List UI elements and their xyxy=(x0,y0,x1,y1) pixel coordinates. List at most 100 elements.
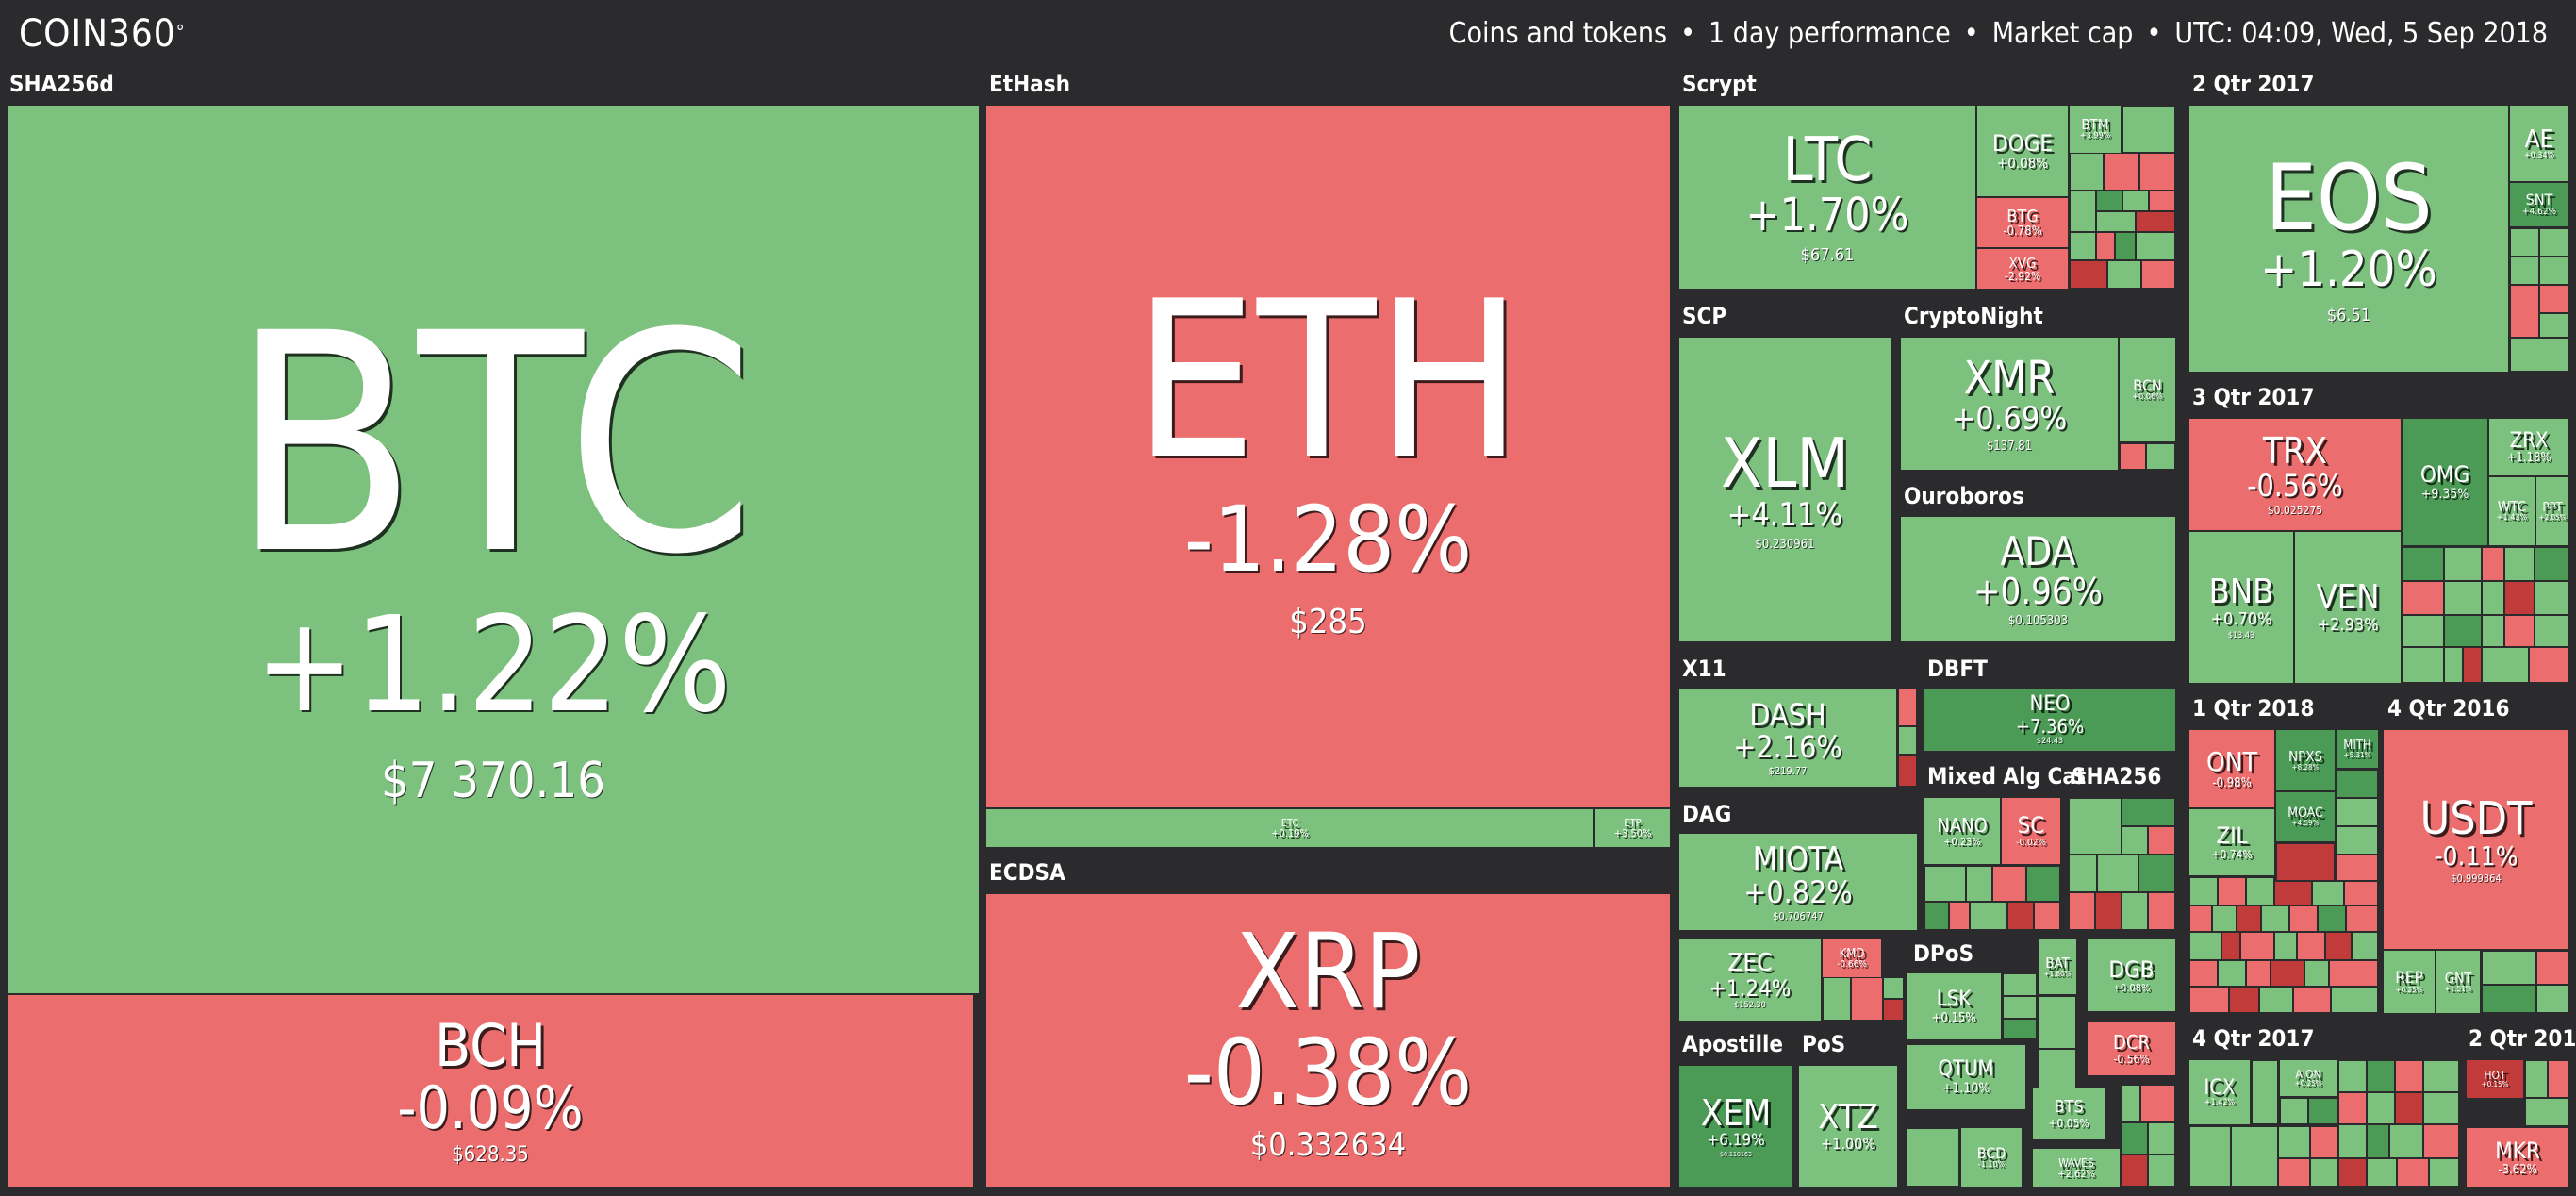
coin-tile-small[interactable] xyxy=(1898,689,1917,726)
coin-tile-small[interactable] xyxy=(2148,1154,2175,1187)
coin-tile-small[interactable] xyxy=(1851,977,1883,1021)
coin-tile-small[interactable] xyxy=(1883,999,1904,1021)
coin-tile-ppt[interactable]: PPT +2.05% xyxy=(2536,477,2568,545)
coin-tile-neo[interactable]: NEO +7.36% $24.43 xyxy=(1924,689,2175,751)
coin-tile-small[interactable] xyxy=(2395,1060,2423,1092)
coin-tile-small[interactable] xyxy=(2221,932,2240,960)
coin-tile-ven[interactable]: VEN +2.93% xyxy=(2295,532,2401,683)
coin-tile-small[interactable] xyxy=(2122,826,2148,855)
coin-tile-small[interactable] xyxy=(2189,905,2212,932)
coin-tile-small[interactable] xyxy=(2096,191,2122,211)
coin-tile-small[interactable] xyxy=(2069,798,2122,855)
coins-filter[interactable]: Coins and tokens xyxy=(1448,17,1668,50)
coin-tile-small[interactable] xyxy=(2034,902,2060,930)
coin-tile-small[interactable] xyxy=(2535,547,2568,581)
coin-tile-small[interactable] xyxy=(2229,987,2259,1013)
coin-tile-small[interactable] xyxy=(2510,338,2568,372)
coin-tile-small[interactable] xyxy=(2337,798,2378,826)
coin-tile-qtum[interactable]: QTUM +1.10% xyxy=(1907,1045,2025,1109)
coin-tile-xvg[interactable]: XVG -2.92% xyxy=(1977,249,2068,289)
coin-tile-small[interactable] xyxy=(2337,855,2378,881)
coin-tile-small[interactable] xyxy=(2146,443,2175,470)
coin-tile-small[interactable] xyxy=(2148,1122,2175,1154)
coin-tile-etc[interactable]: ETC +0.19% xyxy=(986,809,1593,847)
coin-tile-small[interactable] xyxy=(2338,1060,2367,1092)
coin-tile-small[interactable] xyxy=(2148,826,2175,855)
coin-tile-snt[interactable]: SNT +4.62% xyxy=(2510,183,2568,226)
coin-tile-small[interactable] xyxy=(2261,905,2289,932)
coin-tile-btg[interactable]: BTG -0.78% xyxy=(1977,198,2068,247)
coin-tile-small[interactable] xyxy=(2003,1019,2037,1039)
coin-tile-waves[interactable]: WAVES +2.62% xyxy=(2033,1149,2120,1187)
logo[interactable]: COIN360° xyxy=(19,8,186,60)
coin-tile-small[interactable] xyxy=(2325,932,2352,960)
coin-tile-small[interactable] xyxy=(2189,1126,2231,1187)
coin-tile-small[interactable] xyxy=(2331,987,2378,1013)
coin-tile-bcd[interactable]: BCD -1.10% xyxy=(1961,1128,2022,1187)
coin-tile-xlm[interactable]: XLM +4.11% $0.230961 xyxy=(1679,338,1891,641)
coin-tile-small[interactable] xyxy=(2070,191,2096,232)
coin-tile-small[interactable] xyxy=(2237,905,2261,932)
coin-tile-eth[interactable]: ETH -1.28% $285 xyxy=(986,106,1670,807)
coin-tile-small[interactable] xyxy=(2122,892,2148,930)
coin-tile-small[interactable] xyxy=(2337,770,2378,798)
coin-tile-zil[interactable]: ZIL +0.74% xyxy=(2189,809,2274,875)
coin-tile-small[interactable] xyxy=(2189,932,2221,960)
coin-tile-small[interactable] xyxy=(1966,866,1992,902)
coin-tile-xem[interactable]: XEM +6.19% $0.110163 xyxy=(1679,1066,1792,1187)
coin-tile-small[interactable] xyxy=(2444,615,2482,647)
coin-tile-small[interactable] xyxy=(2397,1158,2429,1187)
coin-tile-bts[interactable]: BTS +0.05% xyxy=(2033,1088,2105,1139)
coin-tile-small[interactable] xyxy=(2504,615,2535,647)
coin-tile-rep[interactable]: REP +0.25% xyxy=(2384,951,2435,1013)
coin-tile-small[interactable] xyxy=(2312,881,2344,905)
coin-tile-small[interactable] xyxy=(2122,1085,2140,1122)
coin-tile-small[interactable] xyxy=(2095,892,2122,930)
coin-tile-small[interactable] xyxy=(2463,647,2482,683)
coin-tile-gnt[interactable]: GNT +1.51% xyxy=(2436,951,2480,1013)
coin-tile-doge[interactable]: DOGE +0.08% xyxy=(1977,106,2068,196)
coin-tile-small[interactable] xyxy=(2510,228,2539,257)
coin-tile-xmr[interactable]: XMR +0.69% $137.81 xyxy=(1901,338,2118,470)
coin-tile-btm[interactable]: BTM +3.99% xyxy=(2070,106,2121,153)
coin-tile-small[interactable] xyxy=(2367,1060,2395,1092)
coin-tile-small[interactable] xyxy=(2548,1060,2568,1098)
coin-tile-bnb[interactable]: BNB +0.70% $13.43 xyxy=(2189,532,2293,683)
coin-tile-small[interactable] xyxy=(2070,260,2107,289)
coin-tile-usdt[interactable]: USDT -0.11% $0.999364 xyxy=(2384,730,2568,949)
coin-tile-small[interactable] xyxy=(2525,1098,2568,1126)
coin-tile-xtz[interactable]: XTZ +1.00% xyxy=(1799,1066,1897,1187)
coin-tile-small[interactable] xyxy=(2218,877,2246,905)
coin-tile-small[interactable] xyxy=(2338,1124,2367,1158)
coin-tile-ada[interactable]: ADA +0.96% $0.105303 xyxy=(1901,517,2175,641)
period-filter[interactable]: 1 day performance xyxy=(1709,17,1951,50)
coin-tile-small[interactable] xyxy=(2218,960,2246,987)
coin-tile-mkr[interactable]: MKR -3.62% xyxy=(2467,1128,2568,1187)
coin-tile-small[interactable] xyxy=(2539,313,2568,338)
coin-tile-small[interactable] xyxy=(2482,951,2536,985)
coin-tile-small[interactable] xyxy=(2139,153,2175,191)
coin-tile-wtc[interactable]: WTC +1.43% xyxy=(2489,477,2535,545)
coin-tile-small[interactable] xyxy=(2444,647,2463,683)
coin-tile-small[interactable] xyxy=(1898,755,1917,787)
coin-tile-small[interactable] xyxy=(2278,1158,2310,1187)
coin-tile-omg[interactable]: OMG +9.35% xyxy=(2403,419,2487,545)
coin-tile-small[interactable] xyxy=(2122,106,2175,153)
coin-tile-small[interactable] xyxy=(2536,985,2568,1013)
coin-tile-small[interactable] xyxy=(2138,855,2175,892)
coin-tile-small[interactable] xyxy=(2280,1098,2308,1124)
coin-tile-small[interactable] xyxy=(2403,581,2444,615)
coin-tile-small[interactable] xyxy=(2338,1092,2367,1124)
coin-tile-bch[interactable]: BCH -0.09% $628.35 xyxy=(8,995,973,1187)
coin-tile-small[interactable] xyxy=(2212,905,2237,932)
coin-tile-small[interactable] xyxy=(2096,211,2136,232)
coin-tile-small[interactable] xyxy=(2395,1092,2423,1124)
coin-tile-small[interactable] xyxy=(2069,855,2097,892)
coin-tile-small[interactable] xyxy=(1924,866,1966,902)
coin-tile-small[interactable] xyxy=(2535,615,2568,647)
coin-tile-xrp[interactable]: XRP -0.38% $0.332634 xyxy=(986,894,1670,1187)
coin-tile-small[interactable] xyxy=(2120,443,2146,470)
coin-tile-dash[interactable]: DASH +2.16% $219.77 xyxy=(1679,689,1896,787)
coin-tile-small[interactable] xyxy=(2510,285,2539,338)
coin-tile-small[interactable] xyxy=(2274,932,2297,960)
